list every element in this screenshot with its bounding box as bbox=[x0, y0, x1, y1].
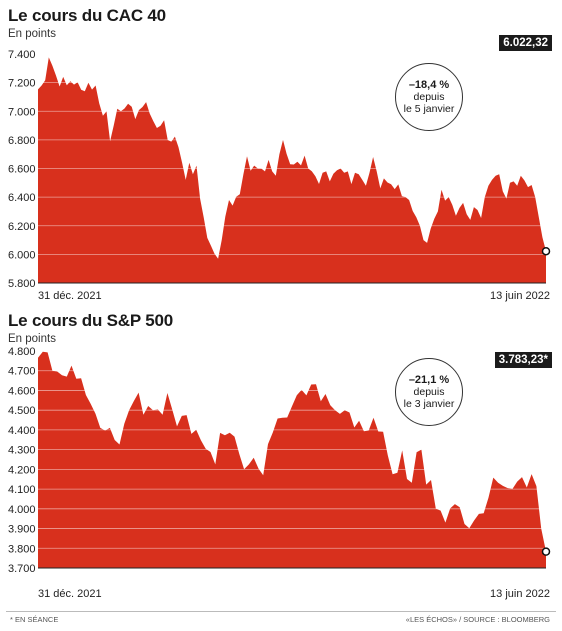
chart-title: Le cours du CAC 40 bbox=[8, 6, 166, 25]
y-tick-label: 3.700 bbox=[8, 563, 36, 575]
sp500-plot-area: 4.800 4.700 4.600 4.500 4.400 4.300 4.200 4.100… bbox=[8, 346, 551, 600]
source-credit: «LES ÉCHOS» / SOURCE : BLOOMBERG bbox=[405, 615, 550, 624]
chart-unit-label: En points bbox=[8, 28, 56, 40]
last-value-badge: 3.783,23* bbox=[494, 352, 552, 368]
change-annotation-bubble: –21,1 % depuis le 3 janvier bbox=[395, 358, 463, 426]
y-tick-label: 4.800 bbox=[8, 346, 36, 358]
change-percent: –18,4 % bbox=[408, 79, 450, 91]
y-tick-label: 6.400 bbox=[8, 192, 36, 204]
y-tick-label: 6.800 bbox=[8, 135, 36, 147]
change-since-date: le 5 janvier bbox=[403, 103, 455, 115]
y-tick-label: 4.500 bbox=[8, 405, 36, 417]
x-tick-label-start: 31 déc. 2021 bbox=[38, 290, 102, 302]
y-tick-label: 3.800 bbox=[8, 543, 36, 555]
change-since-date: le 3 janvier bbox=[403, 398, 455, 410]
chart-unit-label: En points bbox=[8, 333, 56, 345]
x-tick-label-end: 13 juin 2022 bbox=[490, 588, 550, 600]
last-point-marker bbox=[541, 246, 551, 256]
change-percent: –21,1 % bbox=[408, 374, 450, 386]
cac40-plot-area: 7.400 7.200 7.000 6.800 6.600 6.400 6.200 6.000… bbox=[8, 49, 551, 302]
x-tick-label-end: 13 juin 2022 bbox=[490, 290, 550, 302]
footnote: * EN SÉANCE bbox=[10, 615, 59, 624]
y-tick-label: 4.400 bbox=[8, 425, 36, 437]
y-tick-label: 6.000 bbox=[8, 249, 36, 261]
y-tick-label: 4.300 bbox=[8, 445, 36, 457]
chart-title: Le cours du S&P 500 bbox=[8, 311, 174, 330]
y-tick-label: 5.800 bbox=[8, 278, 36, 290]
sp500-chart-panel: Le cours du S&P 500 En points 4.800 4.700… bbox=[0, 305, 562, 610]
cac40-chart-panel: Le cours du CAC 40 En points 7.400 7.200 7… bbox=[0, 0, 562, 305]
area-series bbox=[38, 351, 546, 568]
y-tick-label: 6.600 bbox=[8, 164, 36, 176]
y-tick-label: 4.700 bbox=[8, 366, 36, 378]
x-tick-label-start: 31 déc. 2021 bbox=[38, 588, 102, 600]
footer-divider bbox=[6, 611, 556, 612]
y-tick-label: 4.100 bbox=[8, 484, 36, 496]
y-tick-label: 4.600 bbox=[8, 385, 36, 397]
y-tick-label: 7.000 bbox=[8, 106, 36, 118]
chart-footer: * EN SÉANCE «LES ÉCHOS» / SOURCE : BLOOM… bbox=[0, 610, 562, 631]
y-tick-label: 4.200 bbox=[8, 464, 36, 476]
y-tick-label: 7.400 bbox=[8, 49, 36, 61]
change-since-label: depuis bbox=[413, 91, 445, 103]
y-tick-label: 6.200 bbox=[8, 221, 36, 233]
y-tick-label: 4.000 bbox=[8, 504, 36, 516]
y-tick-label: 3.900 bbox=[8, 524, 36, 536]
change-since-label: depuis bbox=[413, 386, 445, 398]
change-annotation-bubble: –18,4 % depuis le 5 janvier bbox=[395, 63, 463, 131]
y-tick-label: 7.200 bbox=[8, 78, 36, 90]
area-series bbox=[38, 57, 546, 284]
last-point-marker bbox=[541, 547, 551, 556]
last-value-badge: 6.022,32 bbox=[499, 35, 552, 51]
